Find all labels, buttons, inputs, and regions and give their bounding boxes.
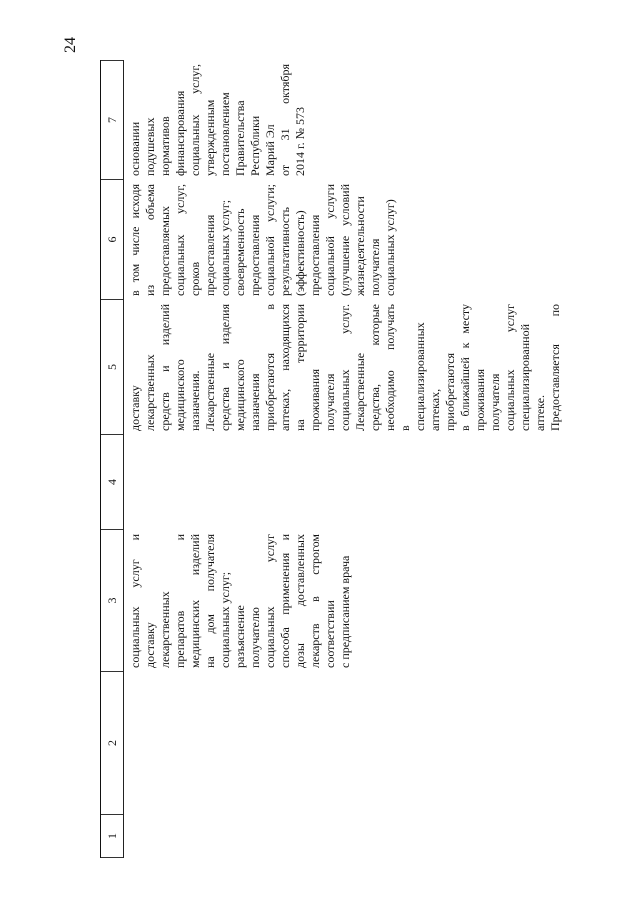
text-line: социальной услуги; bbox=[263, 184, 277, 296]
text-line: социальных услуг bbox=[503, 304, 517, 431]
text-line: основании bbox=[128, 121, 142, 176]
text-line: предоставляемых bbox=[158, 205, 172, 296]
text-line: подушевых bbox=[143, 117, 157, 176]
text-line: средства и изделия bbox=[218, 304, 232, 431]
text-line: получателя bbox=[488, 373, 502, 431]
column-6-text: в том числе исходя из объема предоставляем… bbox=[128, 180, 398, 300]
text-line: проживания bbox=[308, 368, 322, 431]
text-line: лекарственных bbox=[158, 591, 172, 668]
text-line: Республики bbox=[248, 115, 262, 176]
column-header-3: 3 bbox=[101, 530, 123, 672]
text-line: доставку bbox=[143, 622, 157, 668]
text-line: Лекарственные bbox=[353, 352, 367, 431]
text-line: назначения bbox=[248, 373, 262, 431]
text-line: финансирования bbox=[173, 90, 187, 176]
text-line: социальных услуг) bbox=[383, 199, 397, 296]
text-line: аптеке. bbox=[533, 394, 547, 431]
text-line: специализированных bbox=[413, 322, 427, 431]
text-line: проживания bbox=[473, 368, 487, 431]
text-line: получателю bbox=[248, 607, 262, 668]
text-line: получателя bbox=[323, 373, 337, 431]
text-line: аптеках, bbox=[428, 388, 442, 431]
text-line: средства, которые bbox=[368, 304, 382, 431]
column-7-text: основании подушевых нормативов финансирован… bbox=[128, 60, 308, 180]
text-line: социальных услуг; bbox=[218, 199, 232, 296]
column-5-text: доставку лекарственных средств и изделий ме… bbox=[128, 300, 563, 435]
text-line: Предоставляется по bbox=[548, 304, 562, 431]
text-line: получателя bbox=[368, 238, 382, 296]
text-line: доставку bbox=[128, 385, 142, 431]
text-line: специализированной bbox=[518, 323, 532, 431]
text-line: социальных услуг; bbox=[218, 571, 232, 668]
text-line: 2014 г. № 573 bbox=[293, 106, 307, 176]
column-header-6: 6 bbox=[101, 180, 123, 300]
text-line: предоставления bbox=[203, 214, 217, 296]
text-line: социальных услуг bbox=[263, 534, 277, 668]
column-header-4: 4 bbox=[101, 435, 123, 530]
text-line: назначения. bbox=[188, 370, 202, 431]
text-line: предоставления bbox=[308, 214, 322, 296]
text-line: Марий Эл bbox=[263, 124, 277, 176]
text-line: результативность bbox=[278, 207, 292, 296]
column-header-7: 7 bbox=[101, 60, 123, 180]
text-line: необходимо получать bbox=[383, 304, 397, 431]
text-line: Лекарственные bbox=[203, 352, 217, 431]
text-line: в том числе исходя bbox=[128, 184, 142, 296]
text-line: на дом получателя bbox=[203, 534, 217, 668]
text-line: предоставления bbox=[248, 214, 262, 296]
text-line: медицинского bbox=[233, 359, 247, 431]
page-number: 24 bbox=[62, 37, 79, 53]
text-line: лекарств в строгом bbox=[308, 534, 322, 668]
text-line: (эффективность) bbox=[293, 210, 307, 296]
column-header-1: 1 bbox=[101, 815, 123, 858]
text-line: своевременность bbox=[233, 208, 247, 296]
text-line: социальных услуг, bbox=[188, 64, 202, 176]
text-line: в ближайшей к месту bbox=[458, 304, 472, 431]
text-line: сроков bbox=[188, 261, 202, 296]
text-line: в bbox=[398, 425, 412, 431]
text-line: на территории bbox=[293, 304, 307, 431]
text-line: от 31 октября bbox=[278, 64, 292, 176]
column-header-2: 2 bbox=[101, 672, 123, 815]
text-line: социальной услуги bbox=[323, 184, 337, 296]
column-header-5: 5 bbox=[101, 300, 123, 435]
column-3-text: социальных услуг и доставку лекарственных п… bbox=[128, 530, 353, 672]
text-line: социальных услуг и bbox=[128, 534, 142, 668]
text-line: жизнедеятельности bbox=[353, 196, 367, 296]
text-line: приобретаются bbox=[443, 352, 457, 431]
text-line: приобретаются в bbox=[263, 304, 277, 431]
text-line: разъяснение bbox=[233, 605, 247, 668]
text-line: медицинского bbox=[173, 359, 187, 431]
text-line: лекарственных bbox=[143, 354, 157, 431]
text-line: аптеках, находящихся bbox=[278, 304, 292, 431]
text-line: соответствии bbox=[323, 600, 337, 668]
text-line: (улучшение условий bbox=[338, 184, 352, 296]
text-line: способа применения и bbox=[278, 534, 292, 668]
text-line: утвержденным bbox=[203, 99, 217, 176]
text-line: Правительства bbox=[233, 100, 247, 176]
text-line: постановлением bbox=[218, 92, 232, 176]
text-line: с предписанием врача bbox=[338, 555, 352, 668]
text-line: медицинских изделий bbox=[188, 534, 202, 668]
text-line: из объема bbox=[143, 184, 157, 296]
text-line: средств и изделий bbox=[158, 304, 172, 431]
text-line: социальных услуг, bbox=[173, 184, 187, 296]
table-header-row: 1 2 3 4 5 6 7 bbox=[100, 60, 124, 858]
text-line: нормативов bbox=[158, 116, 172, 176]
text-line: социальных услуг. bbox=[338, 304, 352, 431]
text-line: дозы доставленных bbox=[293, 534, 307, 668]
text-line: препаратов и bbox=[173, 534, 187, 668]
